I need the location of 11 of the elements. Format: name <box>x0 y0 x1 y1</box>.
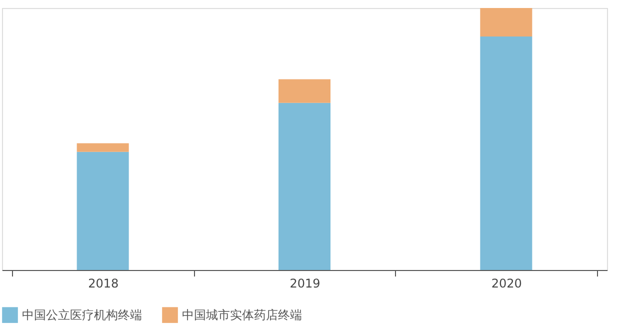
x-tick-label: 2019 <box>290 276 320 290</box>
legend-label: 中国公立医疗机构终端 <box>22 308 142 322</box>
x-tick-label: 2018 <box>88 276 119 290</box>
legend-label: 中国城市实体药店终端 <box>182 308 302 322</box>
bar <box>480 36 532 270</box>
bar <box>76 143 129 152</box>
bar <box>76 152 129 270</box>
bar <box>278 102 330 270</box>
bar <box>278 79 330 103</box>
bar <box>480 8 532 37</box>
x-tick-label: 2020 <box>491 276 522 290</box>
